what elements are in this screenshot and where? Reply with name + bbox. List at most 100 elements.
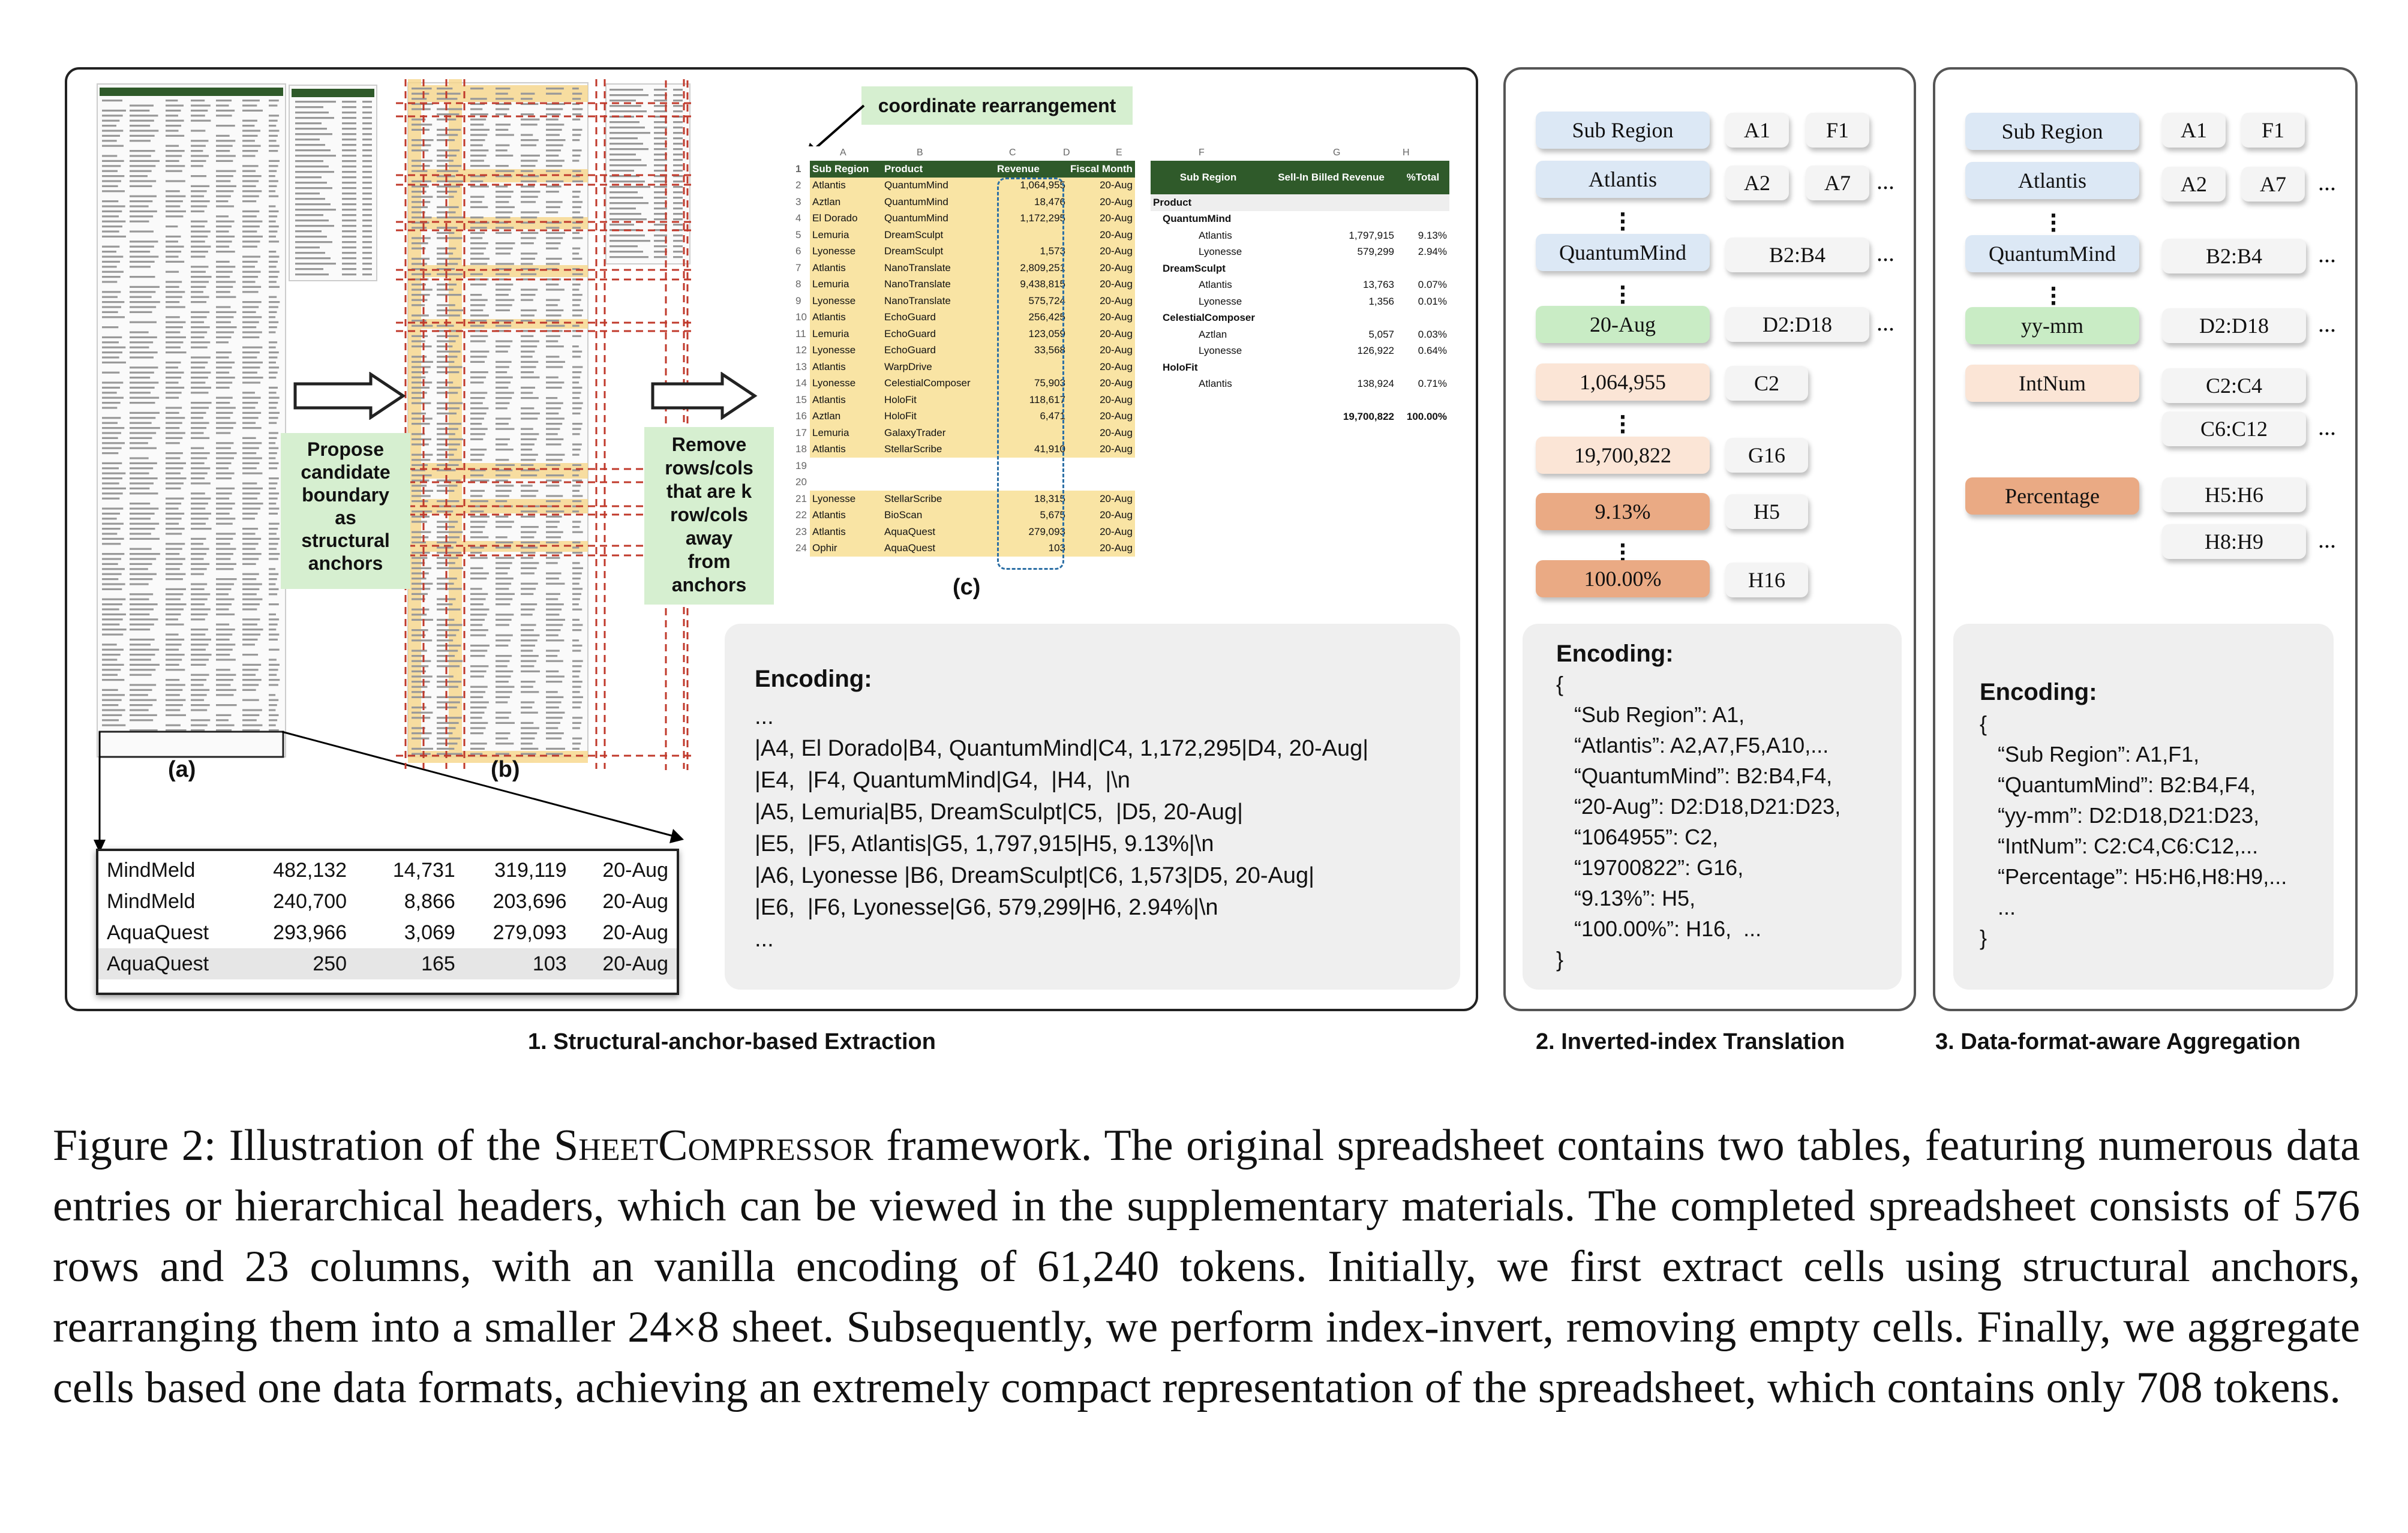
table-cell: Lemuria (810, 227, 882, 244)
row-number: 16 (793, 408, 810, 425)
pivot-cell (1266, 194, 1397, 211)
pivot-header: %Total (1406, 172, 1440, 183)
table-cell (995, 227, 1068, 244)
encoding-line: |E5, |F5, Atlantis|G5, 1,797,915|H5, 9.1… (755, 831, 1214, 856)
vertical-ellipsis: ··· (1619, 405, 1627, 444)
pivot-cell: 0.07% (1418, 279, 1447, 291)
encoding-line: “1064955”: C2, (1556, 825, 1719, 849)
chip-h16: H16 (1725, 563, 1808, 597)
row-number: 9 (793, 293, 810, 309)
table-row: 12 Lyonesse EchoGuard 33,568 20-Aug (793, 342, 1135, 359)
table-cell: El Dorado (810, 210, 882, 227)
table-row: 8 Lemuria NanoTranslate 9,438,815 20-Aug (793, 276, 1135, 293)
table-cell: Atlantis (810, 507, 882, 524)
table-cell: 118,617 (995, 392, 1068, 408)
encoding-line: } (1556, 947, 1564, 972)
table-cell: 20-Aug (602, 858, 668, 882)
table-cell: Lyonesse (810, 293, 882, 309)
table-row: 10 Atlantis EchoGuard 256,425 20-Aug (793, 309, 1135, 326)
encoding-line: |A5, Lemuria|B5, DreamSculpt|C5, |D5, 20… (755, 799, 1243, 825)
table-cell: 250 (313, 952, 347, 975)
table-row: 3 Aztlan QuantumMind 18,476 20-Aug (793, 194, 1135, 211)
pivot-row: Atlantis 138,924 0.71% (1151, 376, 1449, 393)
table-cell: 20-Aug (1068, 359, 1135, 375)
chip-20-aug: 20-Aug (1536, 306, 1710, 343)
chip-atlantis: Atlantis (1536, 161, 1710, 198)
table-cell: 240,700 (273, 889, 347, 913)
col-header: Fiscal Month (1070, 163, 1133, 175)
pivot-row: Atlantis 13,763 0.07% (1151, 277, 1449, 294)
column-letter: D (1063, 148, 1070, 158)
pivot-cell: Atlantis (1199, 229, 1232, 241)
pivot-cell: 13,763 (1363, 279, 1394, 291)
row-number: 22 (793, 507, 810, 524)
table-cell: 20-Aug (602, 952, 668, 975)
table-cell: GalaxyTrader (882, 425, 995, 441)
pivot-cell: DreamSculpt (1163, 262, 1226, 274)
encoding-box-inverted: Encoding: { “Sub Region”: A1, “Atlantis”… (1523, 624, 1902, 990)
pivot-cell: Lyonesse (1199, 345, 1242, 357)
thumbnail-pivot-a (289, 85, 377, 281)
table-cell: 41,910 (995, 441, 1068, 458)
pivot-cell: HoloFit (1163, 361, 1198, 373)
ellipsis: ... (1876, 239, 1894, 266)
pivot-cell (1397, 211, 1449, 228)
panel1-label: 1. Structural-anchor-based Extraction (528, 1029, 936, 1054)
chip-d2-d18: D2:D18 (2162, 308, 2306, 343)
table-row: 2 Atlantis QuantumMind 1,064,955 20-Aug (793, 177, 1135, 194)
table-cell: Lyonesse (810, 243, 882, 260)
chip-b2-b4: B2:B4 (2162, 239, 2306, 273)
chip-100-percent: 100.00% (1536, 560, 1710, 597)
chip-a1: A1 (1725, 113, 1789, 148)
sublabel-a: (a) (168, 757, 196, 782)
vertical-ellipsis: ··· (2049, 277, 2058, 315)
encoding-line: |E4, |F4, QuantumMind|G4, |H4, |\n (755, 768, 1130, 793)
encoding-line: { (1980, 711, 1987, 736)
table-cell: 20-Aug (1068, 194, 1135, 211)
pivot-cell (1266, 310, 1397, 327)
pivot-cell (1266, 392, 1397, 409)
pivot-cell: 0.71% (1418, 378, 1447, 390)
table-cell: 20-Aug (1068, 177, 1135, 194)
pivot-cell (1266, 260, 1397, 277)
figure-caption: Figure 2: Illustration of the SheetCompr… (53, 1116, 2360, 1418)
pivot-cell (1397, 260, 1449, 277)
table-cell: Lyonesse (810, 491, 882, 507)
table-cell: StellarScribe (882, 491, 995, 507)
table-row: 23 Atlantis AquaQuest 279,093 20-Aug (793, 524, 1135, 540)
pivot-cell (1151, 392, 1266, 409)
pivot-cell (1151, 409, 1266, 426)
chip-b2-b4: B2:B4 (1725, 238, 1869, 272)
zoom-lines (94, 731, 684, 853)
ellipsis: ... (2318, 413, 2336, 440)
table-cell: 20-Aug (1068, 342, 1135, 359)
table-cell: EchoGuard (882, 342, 995, 359)
row-number: 20 (793, 474, 810, 491)
row-number: 7 (793, 260, 810, 276)
pivot-cell (1266, 359, 1397, 376)
chip-1064955: 1,064,955 (1536, 363, 1710, 401)
chip-a7: A7 (2241, 167, 2305, 202)
row-number: 4 (793, 210, 810, 227)
table-cell: 20-Aug (1068, 375, 1135, 392)
table-cell: QuantumMind (882, 177, 995, 194)
table-cell: 20-Aug (1068, 540, 1135, 557)
table-cell: 20-Aug (1068, 276, 1135, 293)
table-cell: NanoTranslate (882, 260, 995, 276)
chip-g16: G16 (1725, 438, 1808, 473)
sublabel-b: (b) (491, 757, 520, 782)
table-row: 11 Lemuria EchoGuard 123,059 20-Aug (793, 326, 1135, 342)
encoding-title: Encoding: (755, 666, 872, 692)
table-cell: 203,696 (493, 889, 567, 913)
encoding-line: |A6, Lyonesse |B6, DreamSculpt|C6, 1,573… (755, 863, 1315, 888)
row-number: 11 (793, 326, 810, 342)
chip-sub-region: Sub Region (1536, 112, 1710, 149)
table-row: 14 Lyonesse CelestialComposer 75,903 20-Aug (793, 375, 1135, 392)
table-cell (810, 458, 882, 474)
ellipsis: ... (1876, 309, 1894, 336)
vertical-ellipsis: ··· (1619, 276, 1627, 314)
col-header: Revenue (997, 163, 1040, 175)
encoding-line: { (1556, 672, 1564, 696)
table-row: MindMeld 482,132 14,731 319,119 20-Aug (98, 855, 677, 886)
